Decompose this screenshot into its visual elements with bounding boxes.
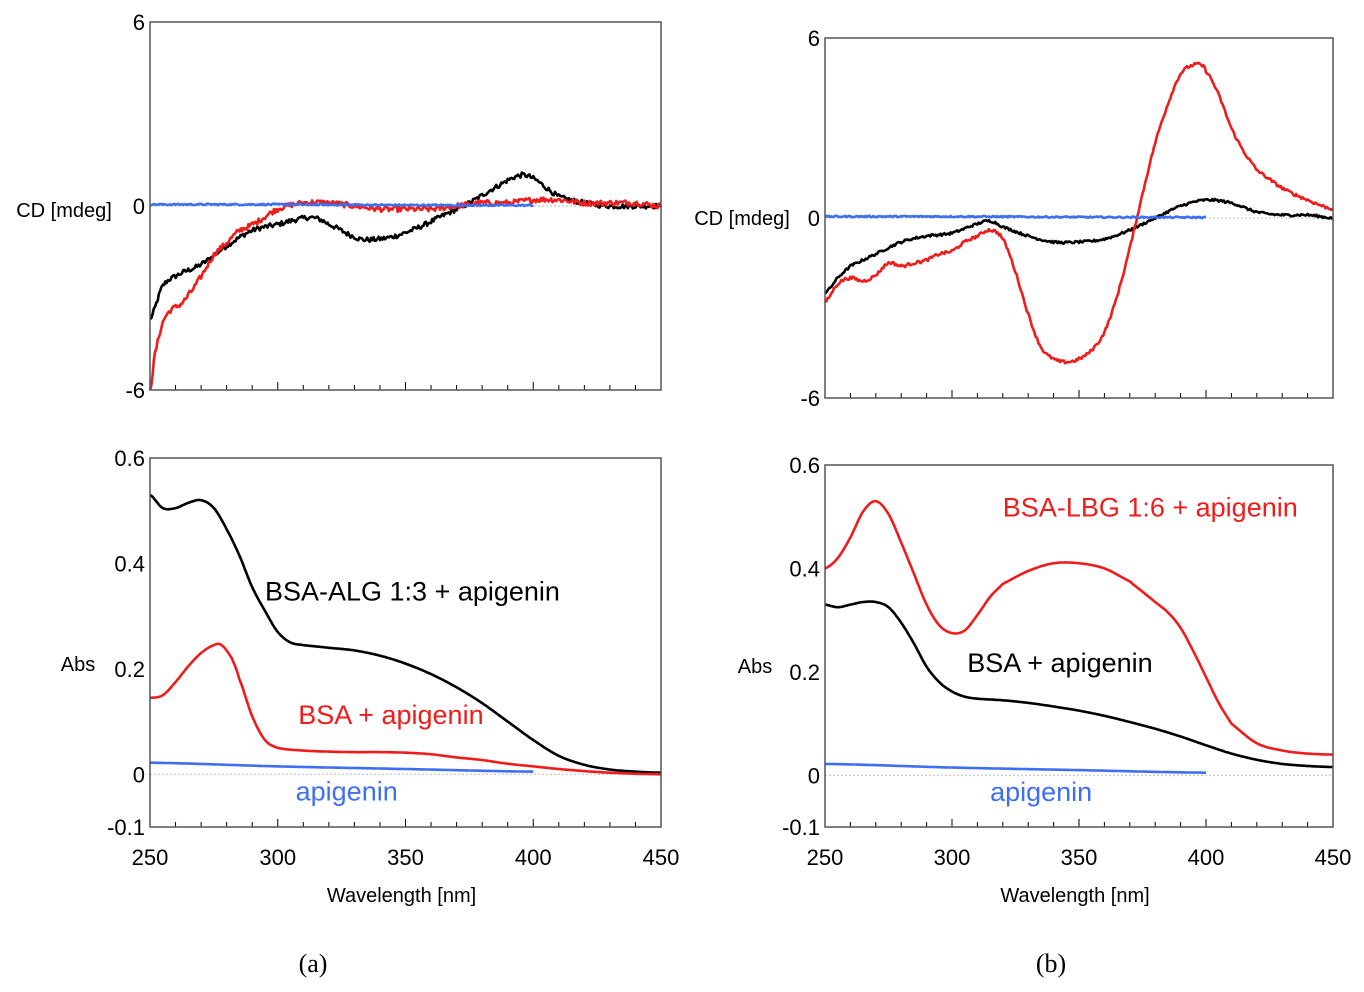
- series-line-black: [824, 600, 1333, 769]
- y-tick-label: 0: [808, 206, 820, 231]
- series-annotation: apigenin: [296, 777, 398, 807]
- y-tick-label: 0.4: [114, 551, 145, 576]
- series-annotation: BSA + apigenin: [967, 648, 1152, 678]
- x-tick-label: 350: [1061, 845, 1098, 870]
- series-line-black: [824, 197, 1334, 295]
- x-tick-label: 250: [807, 845, 844, 870]
- y-tick-label: 0.4: [789, 556, 820, 581]
- chart-a-cd: -6 0 6 CD [mdeg]: [16, 10, 663, 403]
- x-tick-label: 300: [259, 845, 296, 870]
- series-line-blue: [149, 202, 534, 208]
- x-tick-label: 400: [1188, 845, 1225, 870]
- series-annotation: apigenin: [990, 777, 1092, 807]
- x-tick-label: 400: [515, 845, 552, 870]
- chart-a-abs: -0.1 0 0.2 0.4 0.6 250 300 350 400 450 Abs Waveleng…: [61, 446, 680, 907]
- y-tick-label: 6: [133, 10, 145, 35]
- x-tick-label: 450: [1315, 845, 1352, 870]
- y-tick-label: 0.6: [789, 453, 820, 478]
- series-line-blue: [150, 761, 534, 773]
- plot-frame: [149, 21, 662, 391]
- y-tick-label: -0.1: [782, 815, 820, 840]
- y-tick-label: -6: [800, 386, 820, 411]
- x-tick-label: 250: [132, 845, 169, 870]
- series-line-black: [149, 493, 661, 774]
- y-tick-label: 0: [133, 194, 145, 219]
- chart-b-cd: -6 0 6 CD [mdeg]: [694, 26, 1334, 411]
- y-axis-label: CD [mdeg]: [16, 200, 112, 222]
- y-tick-label: -6: [125, 378, 145, 403]
- plot-frame: [149, 457, 662, 828]
- series-line-blue: [824, 214, 1207, 220]
- y-tick-label: 6: [808, 26, 820, 51]
- x-tick-label: 450: [643, 845, 680, 870]
- series-annotation: BSA-ALG 1:3 + apigenin: [265, 576, 560, 606]
- plot-frame: [824, 37, 1334, 399]
- y-tick-label: 0.2: [114, 657, 145, 682]
- x-tick-label: 350: [387, 845, 424, 870]
- y-axis-label: Abs: [61, 654, 95, 676]
- panel-label-b: (b): [1036, 949, 1066, 978]
- y-axis-label: Abs: [738, 656, 772, 678]
- series-line-red: [824, 61, 1334, 365]
- series-line-red: [148, 196, 663, 391]
- y-tick-label: 0: [808, 763, 820, 788]
- y-tick-label: 0.6: [114, 446, 145, 471]
- series-line-red: [149, 642, 661, 776]
- y-tick-label: 0: [133, 762, 145, 787]
- series-annotation: BSA + apigenin: [298, 700, 483, 730]
- panel-label-a: (a): [299, 949, 328, 978]
- plot-frame: [824, 464, 1334, 828]
- chart-b-abs: -0.1 0 0.2 0.4 0.6 250 300 350 400 450 Abs Waveleng…: [738, 453, 1352, 907]
- y-axis-label: CD [mdeg]: [694, 208, 790, 230]
- x-axis-label: Wavelength [nm]: [327, 885, 476, 907]
- series-annotation: BSA-LBG 1:6 + apigenin: [1003, 493, 1298, 523]
- x-tick-label: 300: [934, 845, 971, 870]
- x-axis-label: Wavelength [nm]: [1000, 885, 1149, 907]
- y-tick-label: 0.2: [789, 660, 820, 685]
- y-tick-label: -0.1: [107, 815, 145, 840]
- series-line-blue: [825, 762, 1206, 774]
- series-line-red: [824, 499, 1333, 756]
